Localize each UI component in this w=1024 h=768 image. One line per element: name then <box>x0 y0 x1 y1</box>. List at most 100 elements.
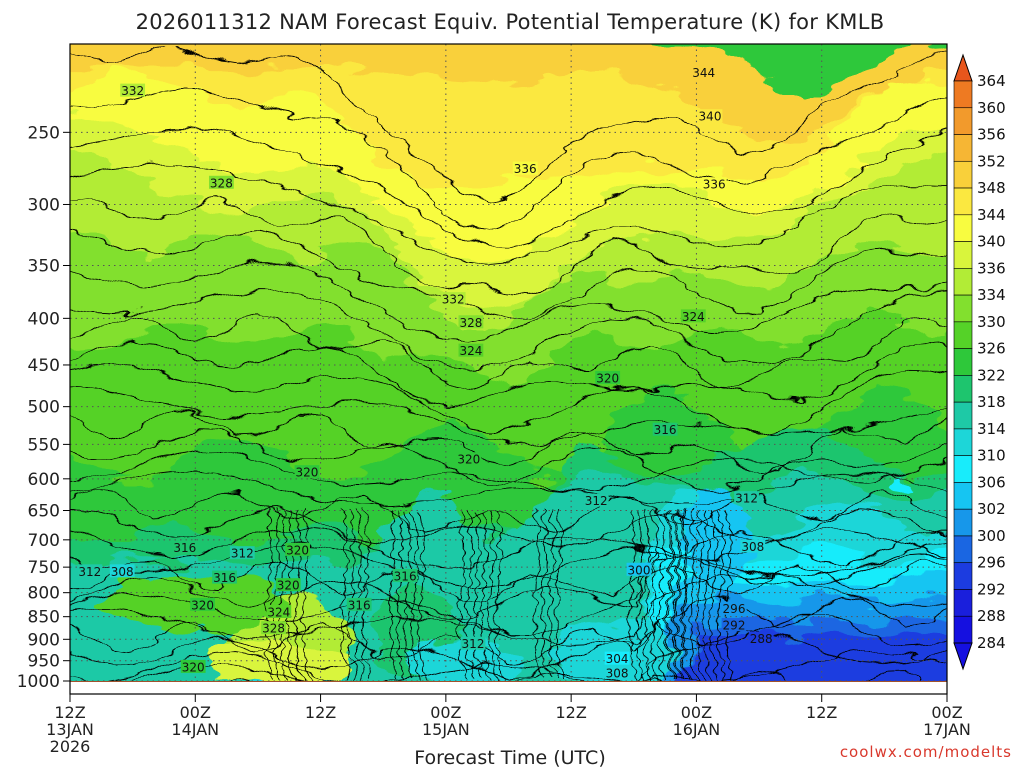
contour-line <box>703 510 712 682</box>
y-tick-label: 400 <box>28 309 60 329</box>
y-tick-label: 950 <box>28 652 60 672</box>
contour-line <box>362 510 372 682</box>
contour-label-bg <box>109 564 135 578</box>
colorbar-swatch <box>953 615 973 644</box>
colorbar-tick-label: 292 <box>977 580 1006 598</box>
contour-label-bg <box>180 659 206 673</box>
field-band <box>680 632 947 682</box>
contour-lines <box>70 45 947 682</box>
y-tick-label: 500 <box>28 398 60 418</box>
contour-fill <box>70 44 947 682</box>
contour-line <box>70 508 947 548</box>
colorbar-swatch <box>953 375 973 403</box>
contour-label: 288 <box>750 632 773 646</box>
contour-label-bg <box>680 309 706 323</box>
contour-label: 312 <box>585 494 608 508</box>
colorbar-tick-label: 306 <box>977 473 1006 491</box>
colorbar-swatch <box>953 589 973 617</box>
x-tick-label: 00Z <box>180 703 211 722</box>
contour-label-bg <box>697 109 723 123</box>
colorbar-swatch <box>953 241 973 269</box>
colorbar-tick-label: 314 <box>977 420 1006 438</box>
contour-label: 316 <box>173 541 196 555</box>
contour-label: 324 <box>267 605 290 619</box>
colorbar-swatch <box>953 214 973 242</box>
contour-line <box>725 510 734 682</box>
contour-line <box>70 451 947 491</box>
y-tick-label: 700 <box>28 531 60 551</box>
contour-line <box>70 230 947 319</box>
contour-line <box>396 510 406 682</box>
y-tick-label: 550 <box>28 435 60 455</box>
contour-line <box>674 510 683 682</box>
contour-label-bg <box>392 569 418 583</box>
colorbar-bottom-arrow <box>953 642 973 671</box>
x-tick-label: 00Z <box>931 703 962 722</box>
contour-label: 312 <box>231 547 254 561</box>
contour-line <box>70 594 947 663</box>
contour-label-bg <box>721 601 747 615</box>
contour-line <box>459 510 468 682</box>
colorbar-tick-label: 284 <box>977 634 1006 652</box>
contour-line <box>70 531 947 619</box>
contour-line <box>70 430 947 491</box>
contour-label-bg <box>172 540 198 554</box>
contour-label: 316 <box>213 571 236 585</box>
colorbar-swatch <box>953 535 973 564</box>
y-tick-label: 300 <box>28 195 60 215</box>
colorbar-swatch <box>953 428 973 456</box>
contour-label-bg <box>701 177 727 191</box>
x-tick-label: 15JAN <box>422 720 470 739</box>
x-tick-label: 12Z <box>305 703 336 722</box>
colorbar-tick-label: 348 <box>977 179 1006 197</box>
contour-label-bg <box>748 631 774 645</box>
colorbar-tick-label: 360 <box>977 99 1006 117</box>
contour-line <box>341 510 350 682</box>
contour-label-bg <box>456 452 482 466</box>
field-cell <box>896 472 915 485</box>
colorbar-swatch <box>953 294 973 323</box>
contour-label: 324 <box>459 344 482 358</box>
contour-line <box>411 510 420 682</box>
contour-label-bg <box>275 578 301 592</box>
colorbar-swatch <box>953 107 973 135</box>
contour-line <box>711 510 720 682</box>
contour-label: 308 <box>741 540 764 554</box>
contour-label-bg <box>208 175 234 189</box>
contour-label: 320 <box>286 543 309 557</box>
contour-line <box>680 510 689 682</box>
colorbar-tick-label: 300 <box>977 527 1006 545</box>
contour-line <box>70 543 947 588</box>
contour-line <box>70 164 947 266</box>
contour-label: 316 <box>348 598 371 612</box>
contour-line <box>302 510 311 682</box>
contour-line <box>70 198 947 295</box>
contour-line <box>70 470 947 506</box>
contour-label-bg <box>691 65 717 79</box>
contour-line <box>681 510 691 682</box>
contour-label-bg <box>229 546 255 560</box>
contour-label: 312 <box>735 492 758 506</box>
colorbar-tick-label: 356 <box>977 126 1006 144</box>
contour-label: 316 <box>654 423 677 437</box>
colorbar-swatch <box>953 348 973 376</box>
contour-line <box>488 510 497 682</box>
y-tick-label: 600 <box>28 470 60 490</box>
contour-label: 320 <box>457 453 480 467</box>
contour-line <box>348 510 357 682</box>
contour-line <box>636 510 645 682</box>
contour-line <box>70 289 947 369</box>
x-tick-label: 00Z <box>430 703 461 722</box>
contour-line <box>389 510 398 682</box>
colorbar-swatch <box>953 134 973 162</box>
contour-line <box>541 510 550 682</box>
colorbar-tick-label: 330 <box>977 313 1006 331</box>
contour-line <box>70 339 947 405</box>
colorbar-tick-label: 344 <box>977 206 1006 224</box>
contour-label: 320 <box>191 598 214 612</box>
y-tick-label: 450 <box>28 356 60 376</box>
contour-line <box>70 89 947 231</box>
colorbar-tick-label: 302 <box>977 500 1006 518</box>
contour-label-bg <box>294 465 320 479</box>
contour-line <box>70 386 947 444</box>
